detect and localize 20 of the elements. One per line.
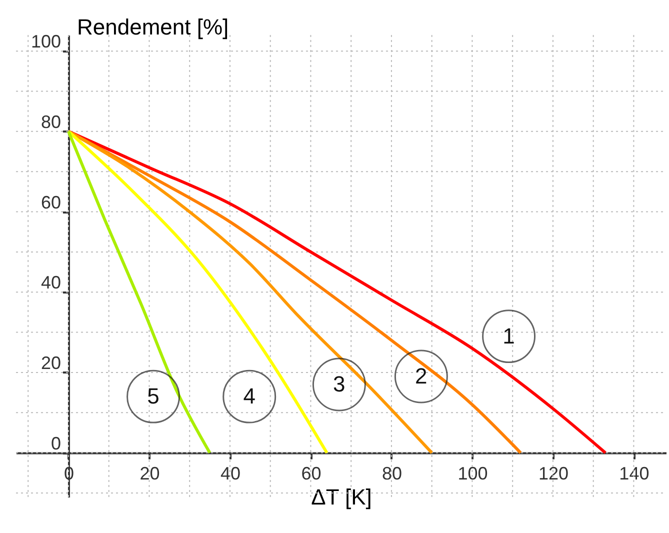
x-tick-label: 40 <box>220 463 240 484</box>
series-label: 2 <box>415 363 428 388</box>
y-tick-label: 80 <box>40 112 61 132</box>
y-tick-label: 40 <box>40 272 61 293</box>
x-tick-label: 60 <box>301 463 322 484</box>
x-tick-label: 80 <box>382 463 402 484</box>
x-axis-title: ΔT [K] <box>311 484 372 510</box>
y-tick-label: 60 <box>40 192 61 212</box>
x-tick-label: 100 <box>458 463 488 484</box>
series-label: 4 <box>243 384 256 409</box>
series-label: 3 <box>333 372 346 397</box>
y-tick-label: 20 <box>40 352 61 373</box>
y-tick-label: 100 <box>30 32 61 52</box>
x-tick-label: 120 <box>538 463 568 484</box>
series-label: 1 <box>502 323 515 348</box>
x-tick-label: 20 <box>140 463 160 484</box>
series-label: 5 <box>147 384 160 409</box>
y-axis-title: Rendement [%] <box>76 14 229 40</box>
y-tick-label: 0 <box>50 433 61 454</box>
x-tick-label: 140 <box>619 463 650 484</box>
